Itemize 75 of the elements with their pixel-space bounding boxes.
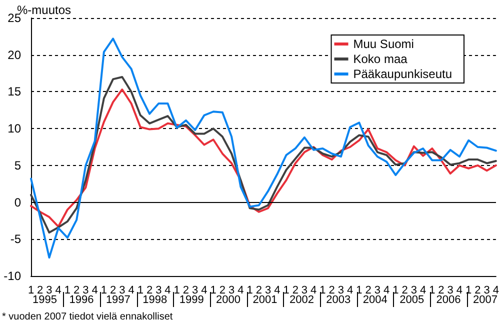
x-tick-label: 2 xyxy=(219,284,226,296)
y-tick-label: 20 xyxy=(8,48,22,62)
text: 2001 xyxy=(252,294,278,306)
x-tick-label: 4 xyxy=(492,284,500,296)
text: 1995 xyxy=(32,294,58,306)
text: 2000 xyxy=(216,294,241,306)
x-tick-label: 3 xyxy=(119,284,126,296)
x-tick-label: 2 xyxy=(438,284,444,296)
y-tick-label: 10 xyxy=(8,122,22,136)
y-tick-label: -5 xyxy=(10,232,22,246)
x-tick-label: 3 xyxy=(484,284,490,296)
x-tick-label: 1 xyxy=(137,284,144,296)
x-tick-label: 3 xyxy=(374,284,380,296)
legend-label: Muu Suomi xyxy=(353,37,414,51)
text: 2003 xyxy=(326,294,351,306)
x-tick-label: 1 xyxy=(392,284,399,296)
x-tick-label: 4 xyxy=(274,284,280,296)
y-tick-label: -10 xyxy=(4,269,22,283)
legend-label: Pääkaupunkiseutu xyxy=(353,67,452,81)
x-tick-label: 1 xyxy=(283,284,290,296)
x-tick-label: 1 xyxy=(210,284,216,296)
y-tick-label: 5 xyxy=(14,158,22,172)
x-tick-label: 2 xyxy=(146,284,153,296)
x-tick-label: 1 xyxy=(64,284,71,296)
x-tick-label: 3 xyxy=(192,284,198,296)
legend-label: Koko maa xyxy=(353,52,408,66)
x-tick-label: 1 xyxy=(246,284,253,296)
x-tick-label: 1 xyxy=(28,284,34,296)
x-tick-label: 2 xyxy=(256,284,262,296)
y-tick-label: 25 xyxy=(8,11,22,25)
x-tick-label: 2 xyxy=(182,284,190,296)
y-tick-label: 0 xyxy=(14,195,22,210)
x-tick-label: 2 xyxy=(37,284,44,296)
x-tick-label: 1 xyxy=(174,284,180,296)
x-tick-label: 1 xyxy=(100,284,107,296)
x-tick-label: 2 xyxy=(474,284,481,296)
x-tick-label: 3 xyxy=(264,284,272,296)
x-tick-label: 2 xyxy=(110,284,116,296)
text: 1999 xyxy=(179,294,204,306)
x-tick-label: 1 xyxy=(320,284,326,296)
x-tick-label: 4 xyxy=(383,284,390,296)
x-tick-label: 4 xyxy=(201,284,208,296)
x-tick-label: 3 xyxy=(46,284,52,296)
text: 2006 xyxy=(436,294,461,306)
text: 2002 xyxy=(289,294,314,306)
x-tick-label: 3 xyxy=(301,284,308,296)
x-tick-label: 3 xyxy=(410,284,417,296)
x-tick-label: 3 xyxy=(156,284,162,296)
text: 2004 xyxy=(362,294,388,306)
x-tick-label: 4 xyxy=(420,284,426,296)
line-series xyxy=(30,38,497,259)
x-tick-label: 3 xyxy=(228,284,235,296)
text: 1997 xyxy=(106,294,130,306)
text: 1998 xyxy=(142,294,168,306)
x-tick-label: 2 xyxy=(328,284,335,296)
x-tick-label: 3 xyxy=(82,284,89,296)
text: 1996 xyxy=(69,294,94,306)
x-tick-label: 4 xyxy=(310,284,317,296)
x-tick-label: 4 xyxy=(128,284,134,296)
x-tick-label: 4 xyxy=(55,284,62,296)
y-tick-label: 15 xyxy=(8,84,22,99)
x-tick-label: 4 xyxy=(456,284,463,296)
x-tick-label: 4 xyxy=(92,284,98,296)
x-tick-label: 4 xyxy=(164,284,171,296)
text: * vuoden 2007 tiedot vielä ennakolliset xyxy=(2,312,173,322)
text: 2007 xyxy=(472,294,498,306)
x-tick-label: 3 xyxy=(447,284,454,296)
x-tick-label: 4 xyxy=(238,284,244,296)
x-tick-label: 2 xyxy=(365,284,372,296)
x-tick-label: 2 xyxy=(292,284,298,296)
text: 2005 xyxy=(400,294,424,306)
x-tick-label: 2 xyxy=(402,284,408,296)
x-tick-label: 4 xyxy=(347,284,354,296)
x-tick-label: 3 xyxy=(338,284,344,296)
x-tick-label: 2 xyxy=(74,284,80,296)
